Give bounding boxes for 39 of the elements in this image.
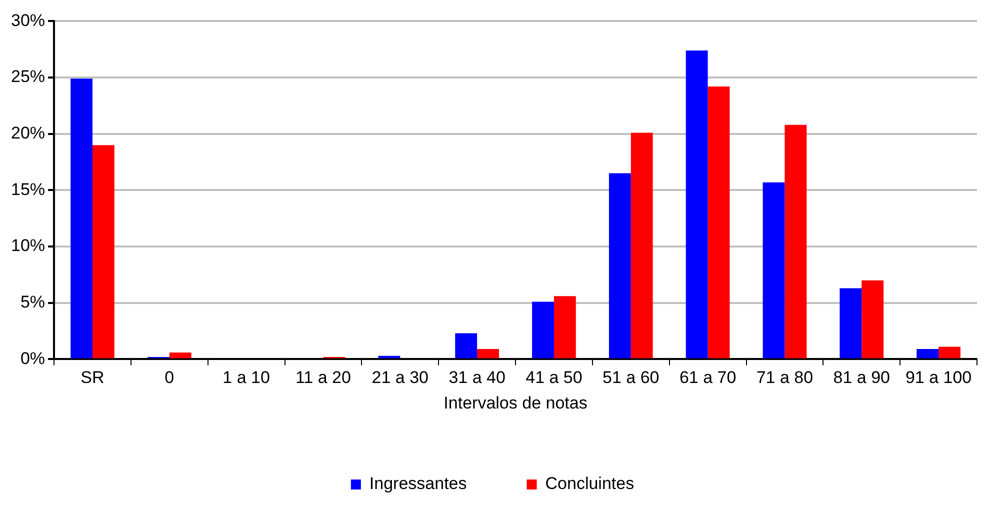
bar bbox=[762, 182, 785, 358]
x-tick-label: 1 a 10 bbox=[222, 368, 270, 388]
x-tick-label: SR bbox=[80, 368, 104, 388]
y-tick-label: 25% bbox=[10, 67, 46, 86]
bar bbox=[784, 124, 807, 358]
legend-label: Ingressantes bbox=[369, 474, 467, 494]
x-tick-label: 61 a 70 bbox=[679, 368, 736, 388]
bar bbox=[532, 302, 554, 358]
bar bbox=[630, 132, 653, 358]
bar bbox=[686, 50, 708, 358]
x-tick-label: 71 a 80 bbox=[756, 368, 814, 388]
bar bbox=[840, 288, 862, 358]
bar bbox=[708, 86, 730, 358]
x-tick-label: 81 a 90 bbox=[833, 368, 890, 388]
x-tick-label: 0 bbox=[164, 368, 174, 388]
bar bbox=[169, 352, 192, 358]
bar bbox=[455, 333, 478, 358]
bar bbox=[70, 78, 92, 358]
y-tick-label: 10% bbox=[10, 236, 46, 256]
x-tick-label: 31 a 40 bbox=[448, 368, 506, 388]
y-tick-label: 15% bbox=[10, 180, 46, 199]
y-tick-label: 0% bbox=[20, 348, 46, 368]
bar bbox=[916, 349, 939, 358]
y-tick-label: 20% bbox=[10, 124, 46, 143]
bar bbox=[938, 346, 960, 358]
x-tick-label: 91 a 100 bbox=[905, 368, 972, 388]
x-tick-label: 21 a 30 bbox=[372, 368, 429, 388]
bar bbox=[477, 349, 499, 358]
x-tick-label: 51 a 60 bbox=[602, 368, 660, 388]
bar bbox=[92, 145, 114, 358]
bar bbox=[862, 280, 884, 358]
x-tick-label: 41 a 50 bbox=[526, 368, 582, 388]
bar bbox=[554, 296, 576, 358]
bar bbox=[608, 173, 631, 358]
y-tick-label: 30% bbox=[10, 10, 46, 30]
x-axis-title: Intervalos de notas bbox=[444, 393, 588, 412]
x-tick-label: 11 a 20 bbox=[295, 368, 351, 388]
legend-label: Concluintes bbox=[545, 474, 634, 494]
y-tick-label: 5% bbox=[20, 292, 46, 312]
